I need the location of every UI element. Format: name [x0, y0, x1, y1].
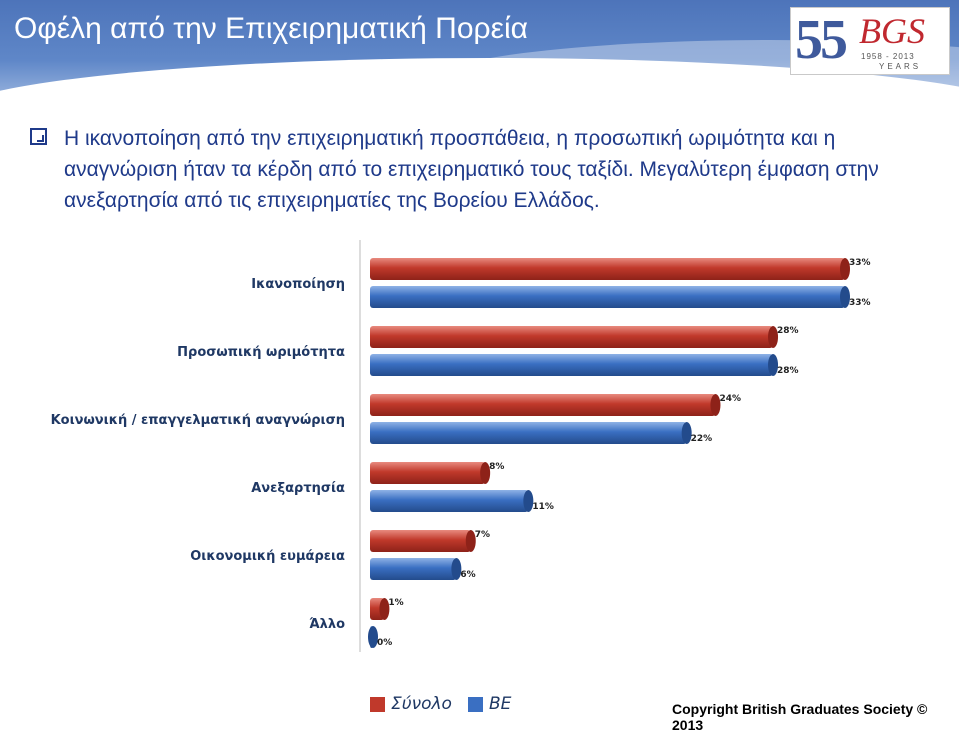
bar-be: [370, 354, 774, 376]
value-label: 0%: [377, 638, 392, 648]
legend-swatch-be: [467, 696, 483, 712]
bar-cap-total: [379, 598, 390, 620]
header-banner: Οφέλη από την Επιχειρηματική Πορεία 55 B…: [0, 0, 959, 110]
chart-marks: Ικανοποίηση 33% 33% Προσωπική ωριμότητα 28% 2…: [51, 258, 871, 648]
bar-total: [370, 530, 471, 552]
bar-cap-total: [480, 462, 491, 484]
value-label: 33%: [849, 258, 871, 268]
copyright-text: Copyright British Graduates Society © 20…: [672, 701, 928, 733]
bullet-text: Η ικανοποίηση από την επιχειρηματική προ…: [64, 127, 879, 212]
bar-be: [370, 286, 845, 308]
value-label: 28%: [777, 326, 799, 336]
bar-be: [370, 558, 457, 580]
legend-item-total: Σύνολο: [370, 694, 452, 714]
bar-cap-be: [368, 626, 378, 648]
bar-cap-be: [451, 558, 462, 580]
bar-total: [370, 394, 716, 416]
logo-number: 55: [795, 9, 848, 71]
value-label: 7%: [475, 530, 490, 540]
bar-total: [370, 258, 845, 280]
bar-cap-total: [768, 326, 779, 348]
value-label: 11%: [532, 502, 554, 512]
bar-chart: Ικανοποίηση 33% 33% Προσωπική ωριμότητα 28% 2…: [51, 240, 871, 652]
value-label: 28%: [777, 366, 799, 376]
bar-cap-total: [710, 394, 721, 416]
value-label: 24%: [719, 394, 741, 404]
chart-legend: Σύνολο ΒΕ: [370, 693, 527, 715]
category-label: Άλλο: [309, 617, 345, 632]
bar-be: [370, 490, 529, 512]
bar-cap-be: [840, 286, 850, 308]
value-label: 8%: [489, 462, 504, 472]
category-label: Προσωπική ωριμότητα: [177, 345, 345, 360]
logo-years-word: YEARS: [879, 62, 922, 71]
value-label: 6%: [460, 570, 475, 580]
bar-cap-be: [768, 354, 779, 376]
bar-cap-be: [681, 422, 692, 444]
logo-letters: BGS: [859, 11, 925, 51]
value-label: 33%: [849, 298, 871, 308]
category-label: Ικανοποίηση: [251, 277, 345, 292]
bar-cap-be: [523, 490, 534, 512]
legend-label-be: ΒΕ: [488, 694, 512, 714]
bgs-logo: 55 BGS 1958 - 2013 YEARS: [790, 7, 950, 75]
value-label: 1%: [388, 598, 403, 608]
checkbox-bullet-icon: [30, 128, 47, 145]
logo-years: 1958 - 2013: [861, 52, 915, 61]
legend-label-total: Σύνολο: [391, 694, 452, 714]
bar-cap-total: [840, 258, 850, 280]
category-label: Οικονομική ευμάρεια: [190, 549, 345, 564]
page-title: Οφέλη από την Επιχειρηματική Πορεία: [14, 12, 528, 45]
bar-cap-total: [465, 530, 476, 552]
bar-total: [370, 462, 486, 484]
value-label: 22%: [691, 434, 713, 444]
legend-swatch-total: [370, 696, 385, 712]
category-label: Κοινωνική / επαγγελματική αναγνώριση: [51, 413, 345, 428]
legend-item-be: ΒΕ: [467, 694, 512, 714]
category-label: Ανεξαρτησία: [251, 481, 345, 496]
bar-be: [370, 422, 687, 444]
bar-total: [370, 326, 774, 348]
